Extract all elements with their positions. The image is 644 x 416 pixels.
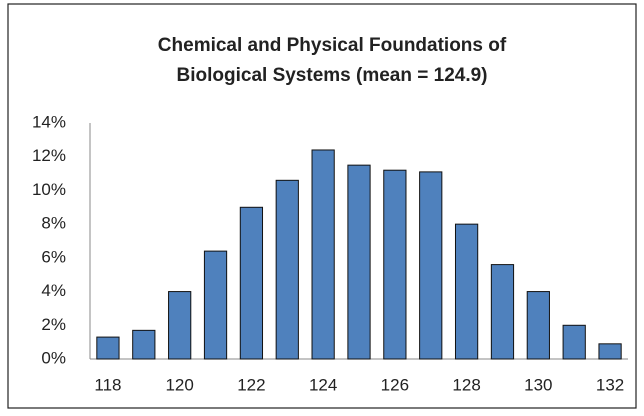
- chart-title: Biological Systems (mean = 124.9): [177, 65, 488, 86]
- x-tick-label: 132: [596, 375, 624, 394]
- bar: [490, 264, 515, 360]
- bar: [275, 179, 299, 360]
- y-tick-label: 0%: [41, 348, 66, 367]
- y-tick-label: 6%: [41, 247, 66, 266]
- bar: [526, 291, 550, 360]
- bar: [562, 324, 586, 360]
- y-tick-label: 2%: [41, 315, 66, 334]
- bar: [419, 171, 443, 360]
- x-tick-label: 118: [94, 375, 121, 394]
- bar: [311, 149, 335, 360]
- bar: [347, 164, 371, 360]
- x-tick-label: 128: [452, 375, 480, 394]
- y-tick-label: 8%: [41, 214, 66, 233]
- bar: [383, 169, 407, 360]
- x-tick-label: 130: [524, 375, 552, 394]
- x-tick-label: 122: [237, 375, 265, 394]
- bar: [168, 291, 192, 360]
- bar: [96, 336, 120, 360]
- y-tick-label: 10%: [32, 180, 66, 199]
- y-tick-label: 4%: [41, 281, 66, 300]
- chart-title: Chemical and Physical Foundations of: [158, 35, 507, 56]
- bar: [598, 343, 622, 360]
- bar: [454, 223, 479, 360]
- x-tick-label: 126: [381, 375, 409, 394]
- y-tick-label: 12%: [32, 146, 66, 165]
- y-tick-label: 14%: [32, 112, 66, 131]
- x-tick-label: 120: [165, 375, 193, 394]
- x-tick-label: 124: [309, 375, 337, 394]
- bar: [132, 329, 156, 360]
- bar: [203, 250, 228, 360]
- bar: [239, 206, 264, 360]
